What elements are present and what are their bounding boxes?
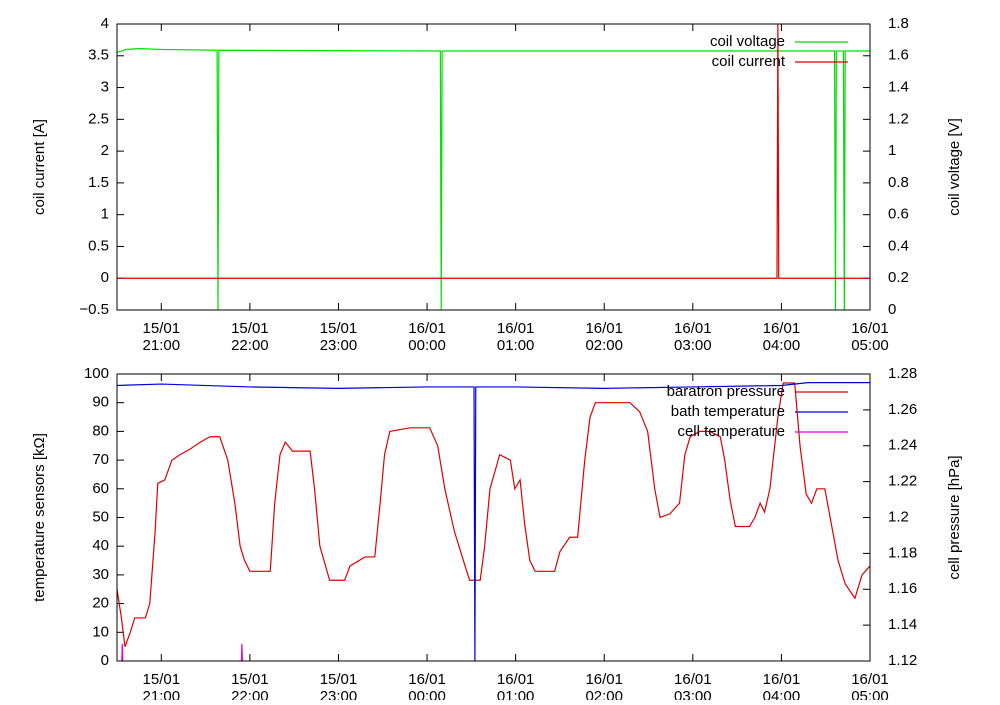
y2-tick-label: 1.16 (888, 580, 917, 597)
series-line (117, 24, 870, 279)
x-tick-label: 15/01 (320, 320, 358, 337)
x-tick-label: 15/01 (320, 671, 358, 688)
x-tick-label: 04:00 (763, 337, 801, 354)
x-tick-label: 16/01 (585, 320, 623, 337)
y-axis-label: coil current [A] (31, 119, 48, 215)
x-tick-label: 16/01 (763, 671, 801, 688)
y2-tick-label: 1.14 (888, 616, 917, 633)
y-tick-label: −0.5 (79, 301, 109, 318)
x-tick-label: 16/01 (851, 320, 889, 337)
y-tick-label: 2 (101, 142, 109, 159)
y-tick-label: 0 (101, 652, 109, 669)
y-tick-label: 90 (92, 394, 109, 411)
y-tick-label: 40 (92, 537, 109, 554)
y2-tick-label: 1.8 (888, 15, 909, 32)
y-tick-label: 1.5 (88, 174, 109, 191)
y2-tick-label: 0.2 (888, 269, 909, 286)
y2-axis-label: coil voltage [V] (946, 118, 963, 216)
x-tick-label: 21:00 (143, 337, 181, 354)
y-tick-label: 50 (92, 508, 109, 525)
y-tick-label: 80 (92, 422, 109, 439)
plot-border (116, 23, 871, 311)
x-tick-label: 16/01 (585, 671, 623, 688)
x-tick-label: 03:00 (674, 688, 712, 700)
y-tick-label: 30 (92, 566, 109, 583)
x-tick-label: 16/01 (674, 671, 712, 688)
plot-border (116, 373, 871, 662)
x-tick-label: 16/01 (497, 320, 535, 337)
y2-tick-label: 1.26 (888, 401, 917, 418)
x-tick-label: 02:00 (585, 688, 623, 700)
y-tick-label: 4 (101, 15, 109, 32)
x-tick-label: 15/01 (143, 320, 181, 337)
legend-label: coil voltage (710, 33, 785, 50)
x-tick-label: 16/01 (497, 671, 535, 688)
x-tick-label: 01:00 (497, 337, 535, 354)
legend-label: bath temperature (671, 403, 785, 420)
y-tick-label: 3 (101, 79, 109, 96)
y-tick-label: 2.5 (88, 110, 109, 127)
x-tick-label: 02:00 (585, 337, 623, 354)
x-tick-label: 21:00 (143, 688, 181, 700)
y2-tick-label: 0.8 (888, 174, 909, 191)
series-line (121, 643, 243, 661)
x-tick-label: 16/01 (763, 320, 801, 337)
y2-tick-label: 0.6 (888, 206, 909, 223)
y-tick-label: 100 (84, 365, 109, 382)
x-tick-label: 16/01 (408, 320, 446, 337)
y-tick-label: 10 (92, 623, 109, 640)
legend-label: baratron pressure (667, 383, 785, 400)
x-tick-label: 05:00 (851, 688, 889, 700)
y2-tick-label: 1.2 (888, 508, 909, 525)
x-tick-label: 22:00 (231, 688, 269, 700)
y-tick-label: 1 (101, 206, 109, 223)
y2-tick-label: 1.12 (888, 652, 917, 669)
y2-tick-label: 1.4 (888, 79, 909, 96)
y-tick-label: 60 (92, 480, 109, 497)
y2-tick-label: 1.28 (888, 365, 917, 382)
x-tick-label: 16/01 (674, 320, 712, 337)
y2-tick-label: 1 (888, 142, 896, 159)
legend-label: coil current (712, 53, 786, 70)
x-tick-label: 23:00 (320, 337, 358, 354)
y-tick-label: 0.5 (88, 237, 109, 254)
x-tick-label: 15/01 (231, 671, 269, 688)
y-tick-label: 0 (101, 269, 109, 286)
x-tick-label: 05:00 (851, 337, 889, 354)
x-tick-label: 23:00 (320, 688, 358, 700)
y2-tick-label: 1.18 (888, 544, 917, 561)
x-tick-label: 15/01 (143, 671, 181, 688)
x-tick-label: 03:00 (674, 337, 712, 354)
y2-tick-label: 0 (888, 301, 896, 318)
x-tick-label: 15/01 (231, 320, 269, 337)
series-line (117, 48, 870, 310)
x-tick-label: 16/01 (408, 671, 446, 688)
x-tick-label: 16/01 (851, 671, 889, 688)
x-tick-label: 01:00 (497, 688, 535, 700)
x-tick-label: 22:00 (231, 337, 269, 354)
y-tick-label: 3.5 (88, 47, 109, 64)
y-tick-label: 70 (92, 451, 109, 468)
legend-label: cell temperature (677, 423, 785, 440)
y2-tick-label: 0.4 (888, 237, 909, 254)
y2-axis-label: cell pressure [hPa] (946, 455, 963, 579)
plot-area (117, 24, 870, 310)
x-tick-label: 00:00 (408, 688, 446, 700)
series-line (117, 382, 870, 661)
y2-tick-label: 1.24 (888, 437, 917, 454)
plot-area (117, 382, 870, 661)
y2-tick-label: 1.6 (888, 47, 909, 64)
y-axis-label: temperature sensors [kΩ] (31, 433, 48, 602)
x-tick-label: 00:00 (408, 337, 446, 354)
y2-tick-label: 1.22 (888, 473, 917, 490)
series-line (117, 382, 870, 647)
y2-tick-label: 1.2 (888, 110, 909, 127)
y-tick-label: 20 (92, 595, 109, 612)
x-tick-label: 04:00 (763, 688, 801, 700)
